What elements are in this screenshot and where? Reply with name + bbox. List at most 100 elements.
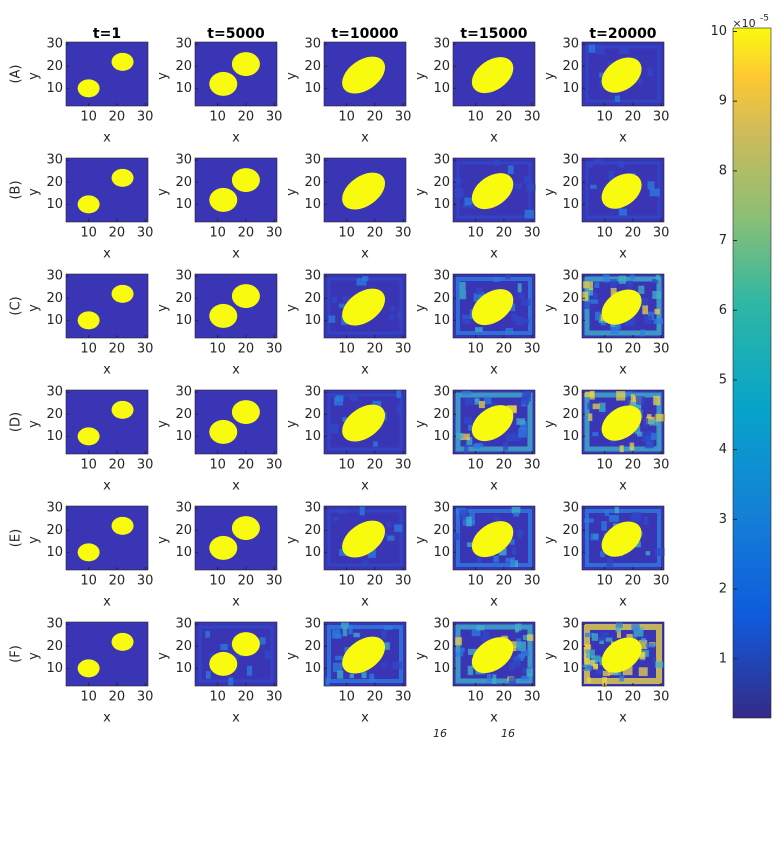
y-tick-label: 30 [46,37,63,52]
x-axis-label: x [361,711,369,726]
noise-patch [392,661,403,670]
x-tick-label: 30 [524,110,541,125]
noise-patch [353,632,360,638]
noise-patch [513,512,520,517]
x-axis-label: x [490,711,498,726]
blob [342,288,386,326]
y-tick-label: 30 [304,501,321,516]
x-tick-label: 20 [625,110,642,125]
noise-patch [584,518,594,523]
y-tick-label: 10 [562,197,579,212]
noise-patch [652,291,662,299]
blob [231,284,260,309]
x-axis-label: x [619,247,627,262]
noise-patch [342,296,350,303]
x-axis-label: x [232,479,240,494]
panel-frame [65,621,149,687]
y-tick-label: 30 [562,617,579,632]
noise-patch [342,417,347,422]
y-tick-label: 10 [562,661,579,676]
y-tick-label: 20 [433,523,450,538]
row-label: (B) [9,180,24,199]
x-tick-label: 20 [496,574,513,589]
x-tick-label: 10 [209,226,226,241]
column-title: t=5000 [207,26,265,42]
blob [601,289,642,325]
noise-patch [362,275,369,282]
y-axis-label: y [285,536,300,544]
x-tick-label: 30 [653,110,670,125]
x-tick-label: 30 [653,226,670,241]
noise-patch [643,315,652,324]
noise-patch [397,310,403,319]
panel: 10 20 30 10 20 30 x y [285,37,412,146]
noise-patch [382,642,390,650]
panel: 10 20 30 10 20 30 x y [285,501,412,610]
y-tick-label: 30 [433,385,450,400]
y-tick-label: 20 [304,291,321,306]
noise-patch [651,657,657,662]
y-tick-label: 30 [304,37,321,52]
blob [231,516,260,541]
x-tick-label: 10 [209,690,226,705]
noise-patch [594,158,602,163]
noise-patch [592,292,598,299]
y-tick-label: 20 [175,291,192,306]
y-axis-label: y [285,72,300,80]
blob [471,173,514,210]
panel: 10 20 30 10 20 30 x y [414,617,541,726]
x-axis-label: x [103,711,111,726]
y-tick-label: 10 [46,197,63,212]
y-axis-label: y [27,420,42,428]
x-tick-label: 10 [596,690,613,705]
noise-patch [349,395,358,401]
y-tick-label: 10 [562,545,579,560]
y-tick-label: 30 [433,501,450,516]
y-tick-label: 10 [46,81,63,96]
y-axis-label: y [285,652,300,660]
y-tick-label: 30 [304,269,321,284]
noise-patch [505,327,514,334]
x-tick-label: 20 [496,110,513,125]
noise-patch [474,398,480,405]
row-label: (F) [9,645,24,663]
y-tick-label: 10 [433,545,450,560]
colorbar-tick-label: 2 [719,582,727,597]
noise-patch [634,425,641,434]
noise-patch [394,524,403,532]
y-axis-label: y [414,188,429,196]
y-axis-label: y [414,72,429,80]
x-tick-label: 30 [395,110,412,125]
panel-frame [323,389,407,455]
noise-patch [583,281,590,289]
noise-patch [510,557,515,567]
x-axis-label: x [103,595,111,610]
noise-patch [618,208,627,216]
x-tick-label: 30 [137,690,154,705]
noise-patch [526,183,536,192]
noise-patch [264,650,272,660]
y-axis-label: y [27,188,42,196]
colorbar-tick-label: 1 [719,651,727,666]
noise-patch [505,557,513,563]
colorbar-exponent-base: ×10 [732,17,755,30]
x-axis-label: x [103,131,111,146]
column-title: t=10000 [331,26,398,42]
noise-patch [641,638,646,643]
noise-patch [454,188,464,198]
noise-patch [476,625,485,631]
y-axis-label: y [27,652,42,660]
y-tick-label: 20 [46,175,63,190]
noise-patch [588,44,596,53]
y-tick-label: 10 [304,429,321,444]
y-axis-label: y [285,304,300,312]
noise-patch [348,624,353,635]
colorbar-tick-label: 5 [719,372,727,387]
blob [231,400,260,425]
noise-patch [486,673,492,682]
panel-frame [194,41,278,107]
noise-patch [463,444,469,454]
blob [231,632,260,657]
x-tick-label: 20 [496,690,513,705]
y-axis-label: y [414,304,429,312]
